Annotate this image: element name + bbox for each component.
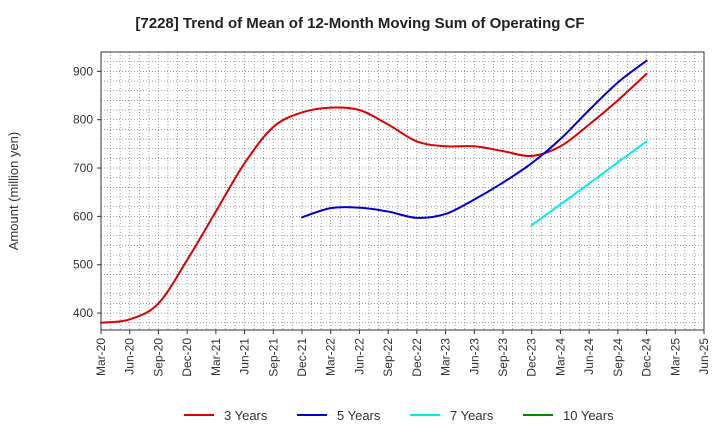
y-tick-label: 500	[73, 258, 93, 272]
legend-label-7-years: 7 Years	[450, 408, 494, 423]
y-tick-label: 700	[73, 161, 93, 175]
y-axis-ticks: 400 500 600 700 800 900	[73, 64, 101, 320]
y-axis-label: Amount (million yen)	[6, 132, 21, 251]
x-tick-label: Mar-20	[94, 338, 108, 376]
y-tick-label: 900	[73, 64, 93, 78]
x-tick-label: Jun-23	[467, 338, 481, 375]
legend-label-3-years: 3 Years	[224, 408, 268, 423]
x-tick-label: Sep-20	[151, 338, 165, 377]
x-tick-label: Sep-23	[496, 338, 510, 377]
y-tick-label: 800	[73, 113, 93, 127]
x-tick-label: Jun-22	[352, 338, 366, 375]
plot-frame	[100, 51, 705, 331]
series-line-3-years	[100, 72, 648, 324]
x-tick-label: Jun-25	[697, 338, 711, 375]
legend: 3 Years 5 Years 7 Years 10 Years	[184, 408, 614, 423]
chart-title: [7228] Trend of Mean of 12-Month Moving …	[135, 15, 584, 32]
x-tick-label: Sep-24	[611, 338, 625, 377]
x-tick-label: Jun-24	[582, 338, 596, 375]
x-tick-label: Dec-20	[180, 338, 194, 377]
x-axis-ticks: Mar-20 Jun-20 Sep-20 Dec-20 Mar-21 Jun-21 Sep-…	[94, 330, 711, 377]
x-tick-label: Sep-22	[381, 338, 395, 377]
x-tick-label: Mar-25	[668, 338, 682, 376]
x-tick-label: Dec-22	[410, 338, 424, 377]
x-tick-label: Dec-23	[525, 338, 539, 377]
grid	[101, 52, 704, 330]
x-tick-label: Sep-21	[266, 338, 280, 377]
y-tick-label: 400	[73, 306, 93, 320]
series-line-7-years	[530, 140, 648, 227]
x-tick-label: Dec-24	[640, 338, 654, 377]
series-lines	[100, 59, 648, 324]
x-tick-label: Mar-24	[553, 338, 567, 376]
x-tick-label: Mar-23	[439, 338, 453, 376]
y-tick-label: 600	[73, 209, 93, 223]
x-tick-label: Dec-21	[295, 338, 309, 377]
legend-label-5-years: 5 Years	[337, 408, 381, 423]
x-tick-label: Mar-22	[324, 338, 338, 376]
x-tick-label: Mar-21	[209, 338, 223, 376]
series-line-5-years	[301, 59, 648, 219]
x-tick-label: Jun-20	[123, 338, 137, 375]
legend-label-10-years: 10 Years	[563, 408, 614, 423]
x-tick-label: Jun-21	[238, 338, 252, 375]
